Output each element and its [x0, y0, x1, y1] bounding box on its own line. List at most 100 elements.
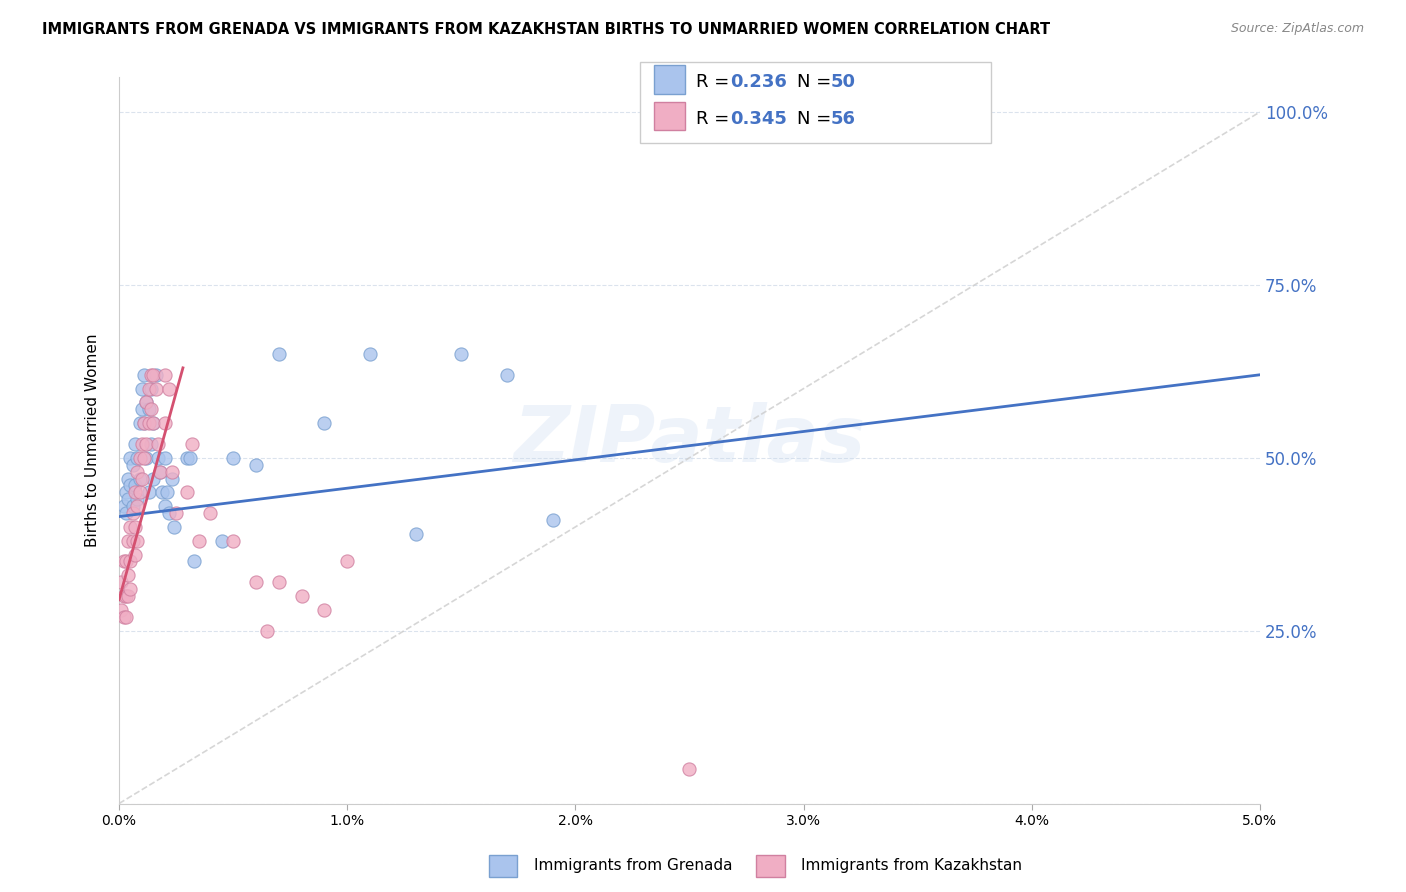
Text: Immigrants from Grenada: Immigrants from Grenada: [534, 858, 733, 872]
Point: [128, 450, 150, 465]
Point: [115, 506, 138, 520]
Point: [181, 437, 204, 451]
Point: [157, 382, 180, 396]
Point: [112, 609, 135, 624]
Point: [134, 416, 156, 430]
Point: [120, 520, 142, 534]
Point: [124, 548, 146, 562]
Point: [134, 450, 156, 465]
Text: N =: N =: [797, 73, 837, 91]
Point: [124, 485, 146, 500]
Point: [115, 485, 138, 500]
Point: [112, 554, 135, 568]
Point: [153, 416, 176, 430]
Point: [222, 533, 245, 548]
Point: [120, 582, 142, 596]
Point: [153, 368, 176, 382]
Point: [200, 506, 222, 520]
Point: [160, 465, 183, 479]
Point: [179, 450, 201, 465]
Point: [157, 506, 180, 520]
Point: [139, 402, 162, 417]
Point: [142, 368, 165, 382]
Text: Source: ZipAtlas.com: Source: ZipAtlas.com: [1230, 22, 1364, 36]
Point: [128, 485, 150, 500]
Point: [127, 533, 149, 548]
Text: R =: R =: [696, 73, 735, 91]
Point: [176, 450, 198, 465]
Point: [139, 382, 162, 396]
Text: R =: R =: [696, 110, 735, 128]
Point: [142, 416, 165, 430]
Point: [127, 465, 149, 479]
Point: [124, 520, 146, 534]
Point: [110, 603, 132, 617]
Point: [135, 450, 157, 465]
Point: [138, 416, 160, 430]
Text: N =: N =: [797, 110, 837, 128]
Point: [115, 609, 138, 624]
Point: [120, 450, 142, 465]
Point: [153, 499, 176, 513]
Point: [256, 624, 278, 638]
Point: [139, 437, 162, 451]
Point: [149, 465, 172, 479]
Point: [115, 589, 138, 603]
Point: [115, 554, 138, 568]
Point: [149, 465, 172, 479]
Point: [314, 416, 336, 430]
Point: [117, 492, 139, 507]
Point: [120, 478, 142, 492]
Point: [187, 533, 209, 548]
Point: [117, 589, 139, 603]
Point: [138, 485, 160, 500]
Point: [245, 458, 267, 472]
Point: [139, 368, 162, 382]
Point: [117, 533, 139, 548]
Point: [121, 499, 143, 513]
Point: [131, 402, 153, 417]
Point: [405, 526, 427, 541]
Point: [496, 368, 519, 382]
Point: [124, 437, 146, 451]
Text: ZIPatlas: ZIPatlas: [513, 402, 866, 478]
Point: [142, 471, 165, 485]
Point: [120, 554, 142, 568]
Point: [541, 513, 564, 527]
Point: [112, 589, 135, 603]
Point: [146, 437, 169, 451]
Point: [183, 554, 205, 568]
Point: [127, 492, 149, 507]
Point: [152, 485, 174, 500]
Text: 56: 56: [831, 110, 856, 128]
Point: [160, 471, 183, 485]
Point: [127, 499, 149, 513]
Point: [121, 533, 143, 548]
Point: [131, 437, 153, 451]
Point: [135, 395, 157, 409]
Point: [145, 368, 167, 382]
Point: [245, 575, 267, 590]
Point: [117, 568, 139, 582]
Point: [222, 450, 245, 465]
Point: [156, 485, 179, 500]
Point: [359, 347, 381, 361]
Text: 50: 50: [831, 73, 856, 91]
Point: [127, 450, 149, 465]
Point: [145, 382, 167, 396]
Point: [138, 402, 160, 417]
Text: 0.345: 0.345: [730, 110, 786, 128]
Point: [336, 554, 359, 568]
Y-axis label: Births to Unmarried Women: Births to Unmarried Women: [86, 334, 100, 547]
Point: [163, 520, 186, 534]
Point: [135, 437, 157, 451]
Point: [211, 533, 233, 548]
Point: [112, 499, 135, 513]
Text: IMMIGRANTS FROM GRENADA VS IMMIGRANTS FROM KAZAKHSTAN BIRTHS TO UNMARRIED WOMEN : IMMIGRANTS FROM GRENADA VS IMMIGRANTS FR…: [42, 22, 1050, 37]
Point: [142, 416, 165, 430]
Point: [131, 471, 153, 485]
Point: [678, 762, 700, 776]
Point: [267, 347, 290, 361]
Point: [267, 575, 290, 590]
Text: 0.236: 0.236: [730, 73, 786, 91]
